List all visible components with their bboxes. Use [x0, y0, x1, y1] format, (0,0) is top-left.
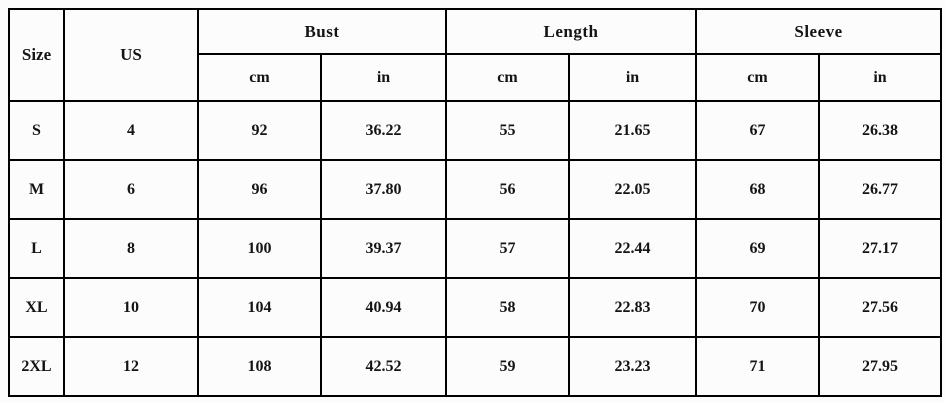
col-header-sleeve: Sleeve — [695, 8, 943, 55]
cell-sleeve-in: 27.17 — [818, 218, 943, 279]
cell-size: S — [8, 100, 65, 161]
cell-bust-cm: 96 — [197, 159, 322, 220]
cell-size: XL — [8, 277, 65, 338]
unit-header-bust-in: in — [319, 53, 448, 102]
cell-length-in: 23.23 — [568, 336, 698, 397]
cell-sleeve-cm: 70 — [695, 277, 821, 338]
header-unit-row: cm in cm in cm in — [9, 53, 943, 102]
cell-size: 2XL — [8, 336, 65, 397]
cell-length-cm: 58 — [445, 277, 571, 338]
table-row: 2XL 12 108 42.52 59 23.23 71 27.95 — [8, 336, 943, 397]
cell-bust-in: 36.22 — [319, 100, 448, 161]
cell-bust-in: 42.52 — [319, 336, 448, 397]
table-row: L 8 100 39.37 57 22.44 69 27.17 — [8, 218, 943, 279]
cell-us: 8 — [63, 218, 199, 279]
cell-sleeve-cm: 69 — [695, 218, 821, 279]
cell-length-cm: 59 — [445, 336, 571, 397]
cell-length-cm: 57 — [445, 218, 571, 279]
cell-length-in: 22.83 — [568, 277, 698, 338]
unit-header-sleeve-cm: cm — [695, 53, 821, 102]
cell-bust-in: 39.37 — [319, 218, 448, 279]
cell-us: 4 — [63, 100, 199, 161]
cell-sleeve-cm: 71 — [695, 336, 821, 397]
cell-bust-cm: 104 — [197, 277, 322, 338]
cell-bust-in: 37.80 — [319, 159, 448, 220]
cell-bust-cm: 108 — [197, 336, 322, 397]
cell-length-in: 22.44 — [568, 218, 698, 279]
table-body: S 4 92 36.22 55 21.65 67 26.38 M 6 96 37… — [8, 100, 943, 397]
cell-length-cm: 55 — [445, 100, 571, 161]
header-group-row: Size US Bust Length Sleeve — [8, 8, 943, 102]
cell-us: 10 — [63, 277, 199, 338]
col-header-bust: Bust — [196, 8, 448, 55]
cell-bust-in: 40.94 — [319, 277, 448, 338]
cell-sleeve-in: 26.38 — [818, 100, 943, 161]
table-header: Size US Bust Length Sleeve cm in cm in c… — [8, 8, 943, 102]
col-header-length: Length — [445, 8, 698, 55]
cell-sleeve-in: 27.56 — [818, 277, 943, 338]
cell-sleeve-cm: 67 — [695, 100, 821, 161]
cell-sleeve-in: 27.95 — [818, 336, 943, 397]
unit-header-sleeve-in: in — [818, 53, 943, 102]
cell-sleeve-cm: 68 — [695, 159, 821, 220]
size-chart-table: Size US Bust Length Sleeve cm in cm in c… — [8, 8, 943, 397]
cell-bust-cm: 100 — [197, 218, 322, 279]
col-header-size: Size — [8, 8, 65, 102]
cell-length-in: 22.05 — [568, 159, 698, 220]
unit-header-bust-cm: cm — [197, 53, 322, 102]
col-header-us: US — [63, 8, 199, 102]
cell-sleeve-in: 26.77 — [818, 159, 943, 220]
cell-size: M — [8, 159, 65, 220]
table-row: XL 10 104 40.94 58 22.83 70 27.56 — [8, 277, 943, 338]
cell-length-cm: 56 — [445, 159, 571, 220]
cell-us: 6 — [63, 159, 199, 220]
table-row: M 6 96 37.80 56 22.05 68 26.77 — [8, 159, 943, 220]
cell-us: 12 — [63, 336, 199, 397]
unit-header-length-in: in — [568, 53, 698, 102]
cell-size: L — [8, 218, 65, 279]
cell-length-in: 21.65 — [568, 100, 698, 161]
table-row: S 4 92 36.22 55 21.65 67 26.38 — [8, 100, 943, 161]
cell-bust-cm: 92 — [197, 100, 322, 161]
unit-header-length-cm: cm — [445, 53, 571, 102]
